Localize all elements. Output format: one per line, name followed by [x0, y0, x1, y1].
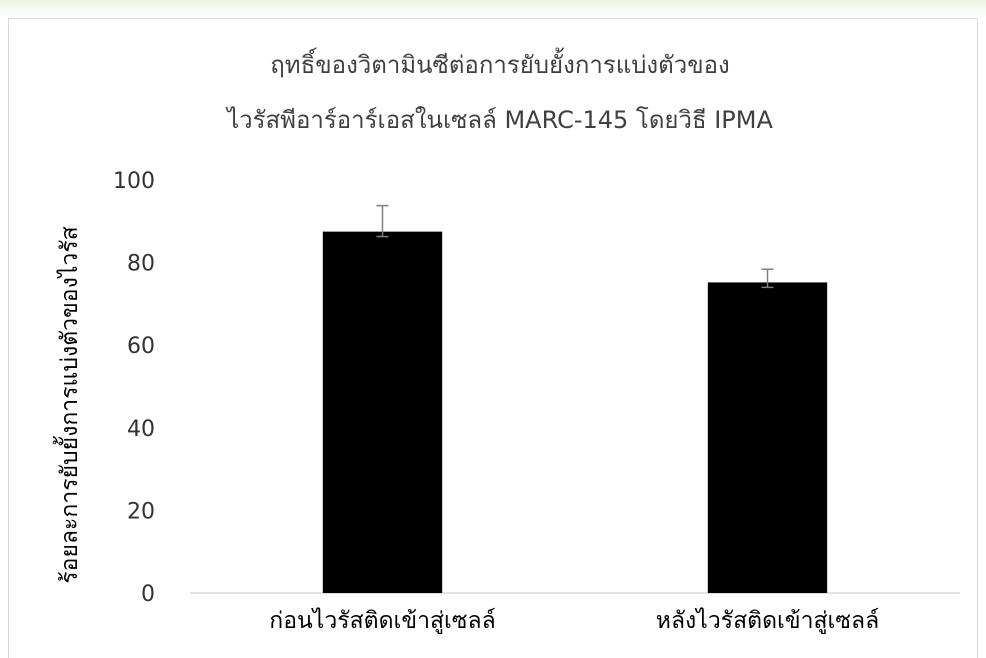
chart-title: ฤทธิ์ของวิตามินซีต่อการยับยั้งการแบ่งตัว… — [225, 47, 773, 134]
chart-area-border — [8, 18, 978, 658]
error-bar — [376, 204, 389, 238]
y-axis-label: ร้อยละการยับยั้งการแบ่งตัวของไวรัส — [53, 226, 83, 583]
x-category-label: ก่อนไวรัสติดเข้าสู่เซลล์ — [269, 607, 495, 634]
y-tick-label: 80 — [127, 252, 155, 277]
y-tick-label: 60 — [127, 334, 155, 359]
error-bars — [376, 204, 774, 289]
y-tick-label: 100 — [113, 169, 155, 194]
chart-title-line-2: ไวรัสพีอาร์อาร์เอสในเซลล์ MARC-145 โดยวิ… — [225, 106, 773, 134]
y-tick-label: 0 — [141, 582, 155, 607]
bar — [707, 282, 828, 593]
category-labels: ก่อนไวรัสติดเข้าสู่เซลล์ หลังไวรัสติดเข้า… — [269, 607, 879, 634]
bar — [322, 231, 443, 593]
chart-title-line-1: ฤทธิ์ของวิตามินซีต่อการยับยั้งการแบ่งตัว… — [270, 47, 730, 79]
bars — [322, 231, 828, 593]
y-tick-label: 20 — [127, 499, 155, 524]
error-bar — [761, 268, 774, 289]
background-strip — [0, 0, 986, 18]
y-axis-ticks: 0 20 40 60 80 100 — [113, 169, 155, 607]
y-tick-label: 40 — [127, 417, 155, 442]
x-category-label: หลังไวรัสติดเข้าสู่เซลล์ — [656, 607, 879, 634]
